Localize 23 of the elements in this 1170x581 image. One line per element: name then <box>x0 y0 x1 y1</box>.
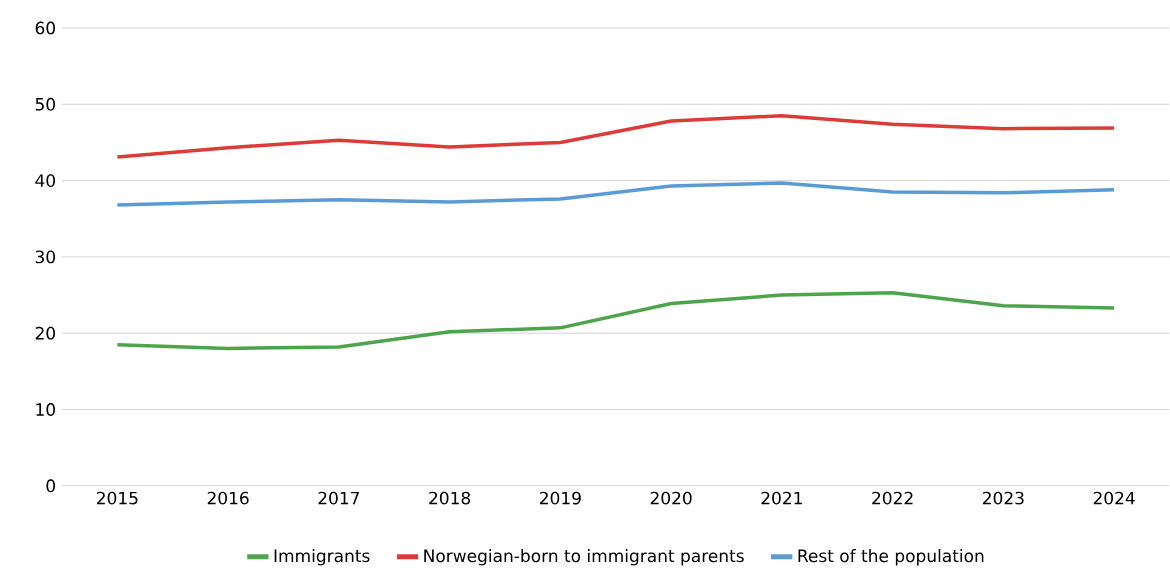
y-tick-label: 40 <box>35 174 55 188</box>
y-tick-label: 20 <box>35 326 55 340</box>
x-tick-label: 2024 <box>1093 491 1135 505</box>
line-series <box>115 114 1116 159</box>
line-series <box>115 291 1116 351</box>
y-tick-label: 60 <box>35 21 55 35</box>
x-tick-label: 2022 <box>872 491 913 505</box>
x-tick-label: 2017 <box>318 491 360 505</box>
x-tick-label: 2019 <box>539 491 581 505</box>
legend-label: Rest of the population <box>798 549 984 566</box>
y-tick-label: 0 <box>46 479 55 493</box>
legend-label: Immigrants <box>274 549 370 566</box>
y-tick-label: 10 <box>36 403 55 417</box>
x-tick-label: 2020 <box>650 491 692 505</box>
y-tick-label: 30 <box>35 250 55 264</box>
x-tick-label: 2018 <box>429 491 471 505</box>
x-tick-label: 2023 <box>982 491 1024 505</box>
y-tick-label: 50 <box>35 97 55 111</box>
legend-label: Norwegian-born to immigrant parents <box>424 549 744 566</box>
x-tick-label: 2016 <box>207 491 249 505</box>
x-tick-label: 2015 <box>96 491 138 505</box>
x-tick-label: 2021 <box>761 491 802 505</box>
line-series <box>115 181 1116 207</box>
